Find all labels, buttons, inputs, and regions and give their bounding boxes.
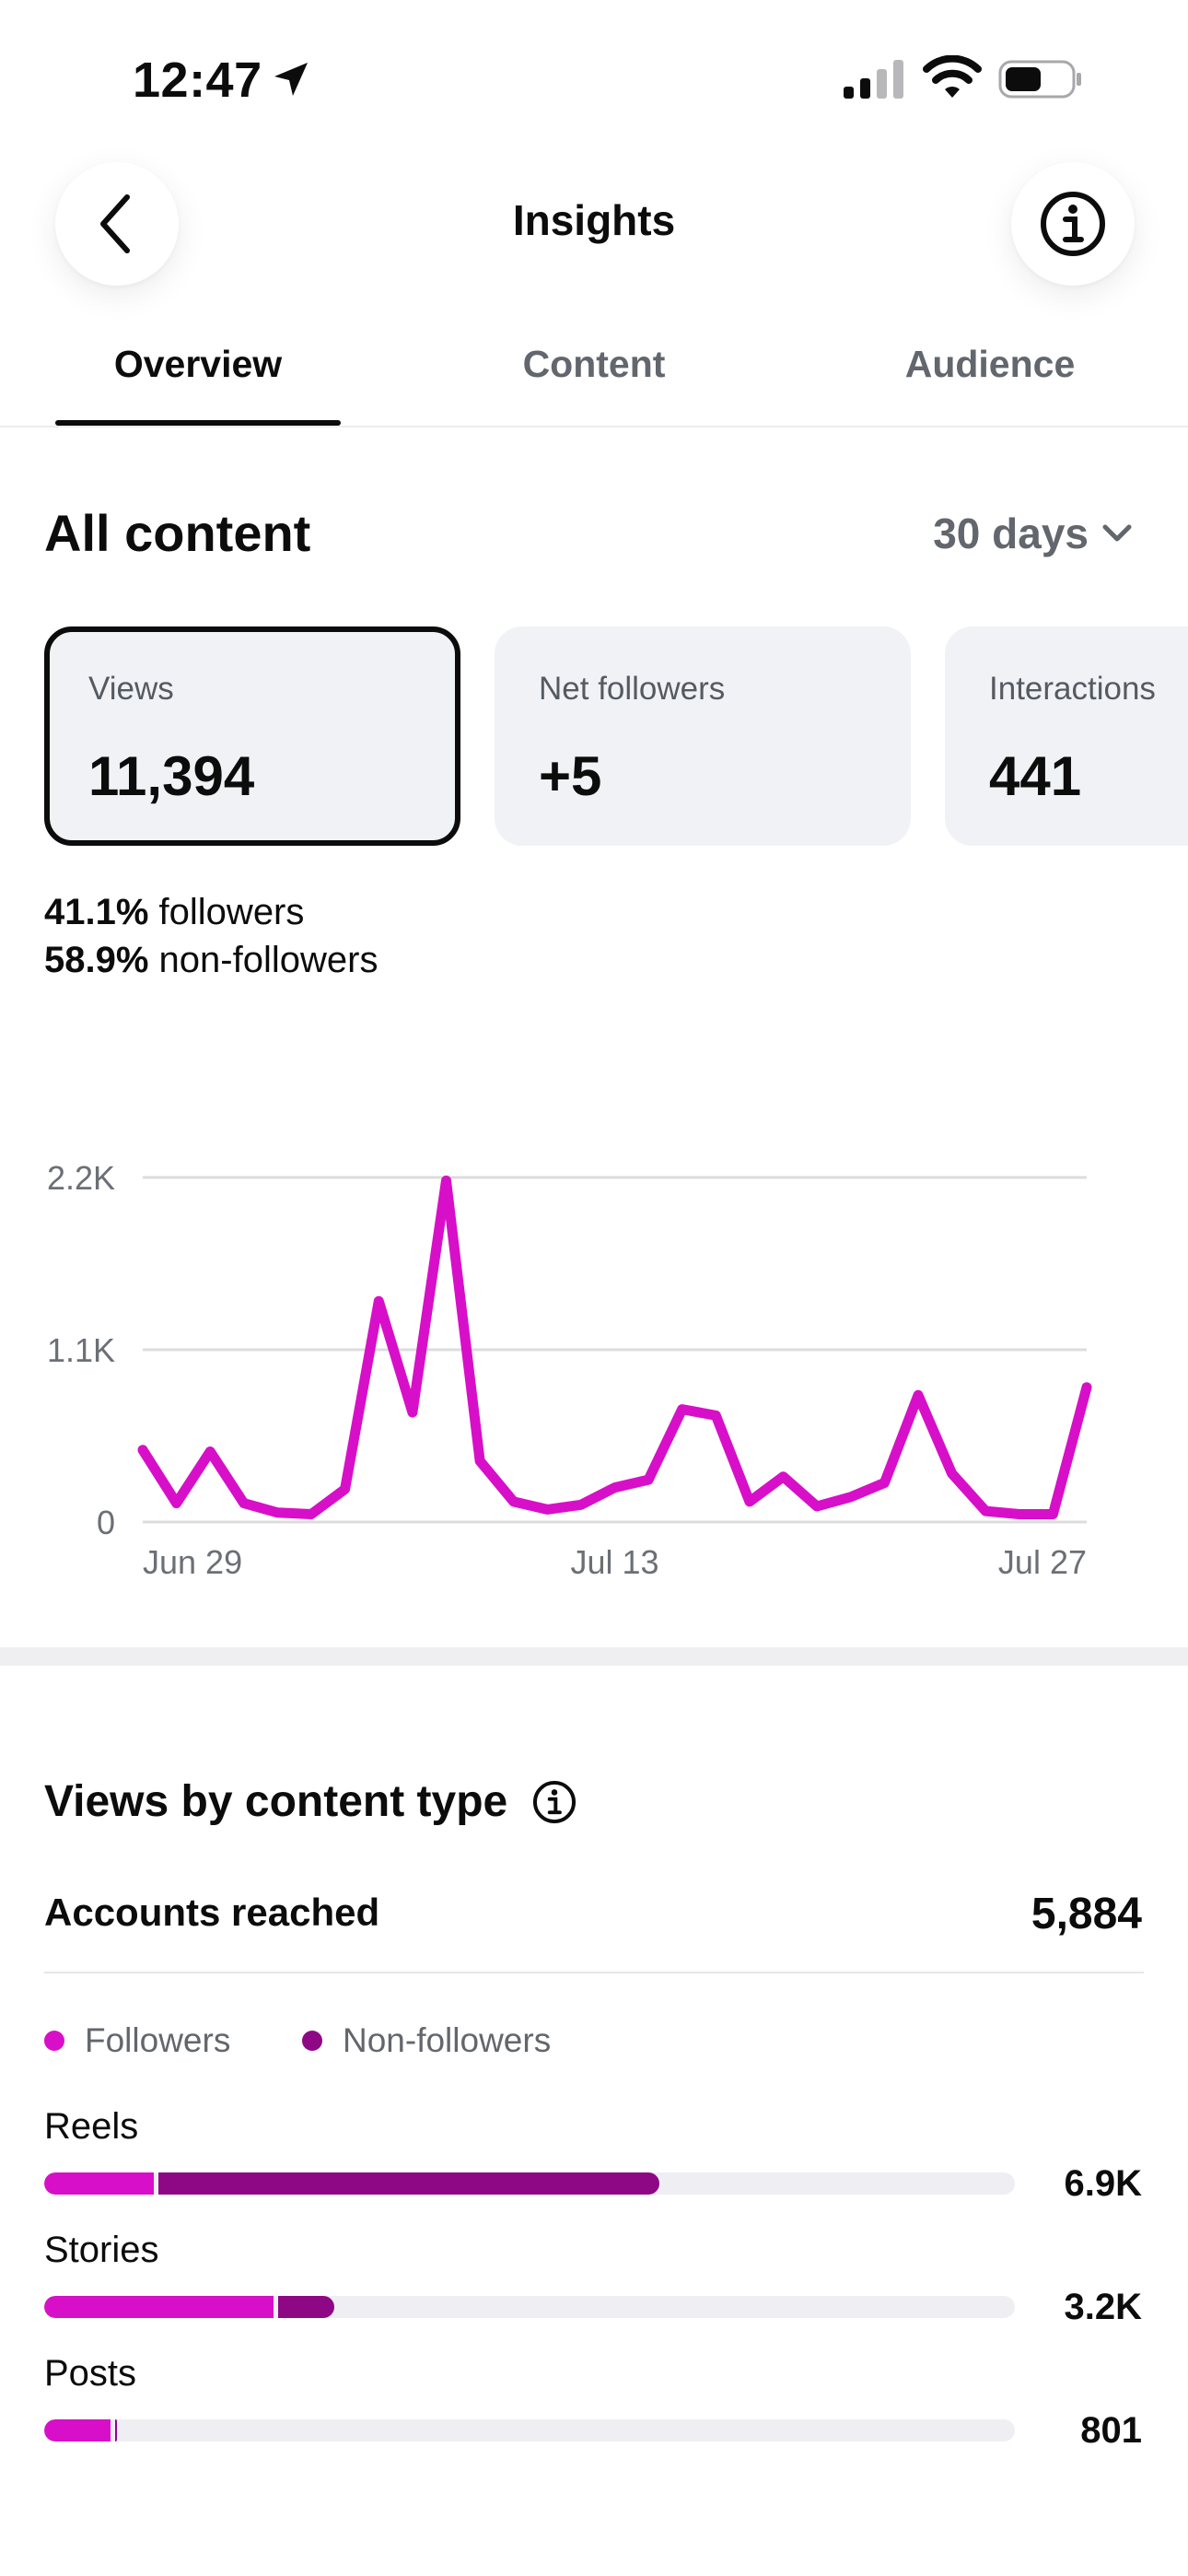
x-tick-label: Jun 29 <box>143 1543 242 1581</box>
bar-segment-non-followers <box>277 2296 335 2318</box>
views-series-line <box>137 1175 1092 1519</box>
bar-segment-non-followers <box>158 2172 660 2195</box>
status-time: 12:47 <box>133 53 262 108</box>
divider <box>44 1972 1144 1973</box>
legend-label: Followers <box>85 2021 231 2059</box>
accounts-reached-label: Accounts reached <box>44 1891 380 1934</box>
metric-card-views[interactable]: Views 11,394 <box>44 626 460 846</box>
tab-audience[interactable]: Audience <box>904 343 1076 385</box>
battery-icon <box>998 60 1081 99</box>
row-value-stories: 3.2K <box>1064 2287 1143 2327</box>
views-by-content-type-title: Views by content type <box>44 1776 577 1827</box>
split-percent: 58.9% <box>44 940 149 980</box>
legend-label: Non-followers <box>343 2021 552 2059</box>
legend-followers: Followers <box>44 2021 230 2060</box>
metric-label: Views <box>88 671 174 707</box>
info-icon[interactable] <box>531 1779 577 1825</box>
legend-non-followers: Non-followers <box>302 2021 551 2060</box>
metric-value: +5 <box>539 745 602 807</box>
metric-value: 441 <box>989 745 1082 807</box>
location-arrow-icon <box>274 63 308 96</box>
tab-overview[interactable]: Overview <box>113 343 283 385</box>
bottom-fade <box>0 2478 1188 2576</box>
page-title: Insights <box>512 196 676 244</box>
info-icon <box>1041 192 1105 256</box>
bar-posts <box>44 2419 1015 2441</box>
active-tab-indicator <box>55 420 341 426</box>
views-line-chart: 0 1.1K 2.2K Jun 29 Jul 13 Jul 27 <box>47 1159 1092 1581</box>
row-value-reels: 6.9K <box>1064 2163 1143 2204</box>
info-button[interactable] <box>1011 162 1135 286</box>
y-tick-label: 0 <box>97 1504 115 1541</box>
followers-dot <box>44 2031 64 2051</box>
bar-segment-followers <box>44 2172 155 2195</box>
split-label: followers <box>158 892 305 932</box>
wifi-icon <box>923 55 982 98</box>
section-title: All content <box>44 504 311 562</box>
followers-split: 41.1% followers <box>44 892 304 933</box>
metric-label: Net followers <box>539 671 726 707</box>
metric-card-net-followers[interactable]: Net followers +5 <box>495 626 911 846</box>
x-tick-label: Jul 27 <box>998 1543 1087 1581</box>
metric-value: 11,394 <box>88 745 255 807</box>
bar-segment-followers <box>44 2296 274 2318</box>
bar-segment-non-followers <box>114 2419 117 2441</box>
metric-card-interactions[interactable]: Interactions 441 <box>945 626 1188 846</box>
section-heading: Views by content type <box>44 1777 508 1826</box>
row-value-posts: 801 <box>1080 2410 1142 2451</box>
split-percent: 41.1% <box>44 892 149 932</box>
tab-content[interactable]: Content <box>522 343 666 385</box>
tab-divider <box>0 426 1188 427</box>
row-label-reels: Reels <box>44 2106 139 2147</box>
row-label-posts: Posts <box>44 2353 137 2394</box>
split-label: non-followers <box>158 940 379 980</box>
period-dropdown[interactable]: 30 days <box>933 509 1133 558</box>
cellular-signal-icon <box>844 60 903 99</box>
section-divider <box>0 1647 1188 1666</box>
x-tick-label: Jul 13 <box>570 1543 658 1581</box>
accounts-reached-value: 5,884 <box>1031 1890 1142 1938</box>
metric-label: Interactions <box>989 671 1156 707</box>
y-tick-label: 2.2K <box>47 1159 115 1197</box>
period-label: 30 days <box>933 509 1089 557</box>
back-button[interactable] <box>55 162 179 286</box>
bar-segment-followers <box>44 2419 111 2441</box>
bar-reels <box>44 2172 1015 2195</box>
bar-stories <box>44 2296 1015 2318</box>
row-label-stories: Stories <box>44 2230 159 2270</box>
chevron-down-icon <box>1102 524 1132 542</box>
y-tick-label: 1.1K <box>47 1331 115 1369</box>
non-followers-dot <box>302 2031 322 2051</box>
chevron-left-icon <box>100 194 130 253</box>
non-followers-split: 58.9% non-followers <box>44 940 378 981</box>
